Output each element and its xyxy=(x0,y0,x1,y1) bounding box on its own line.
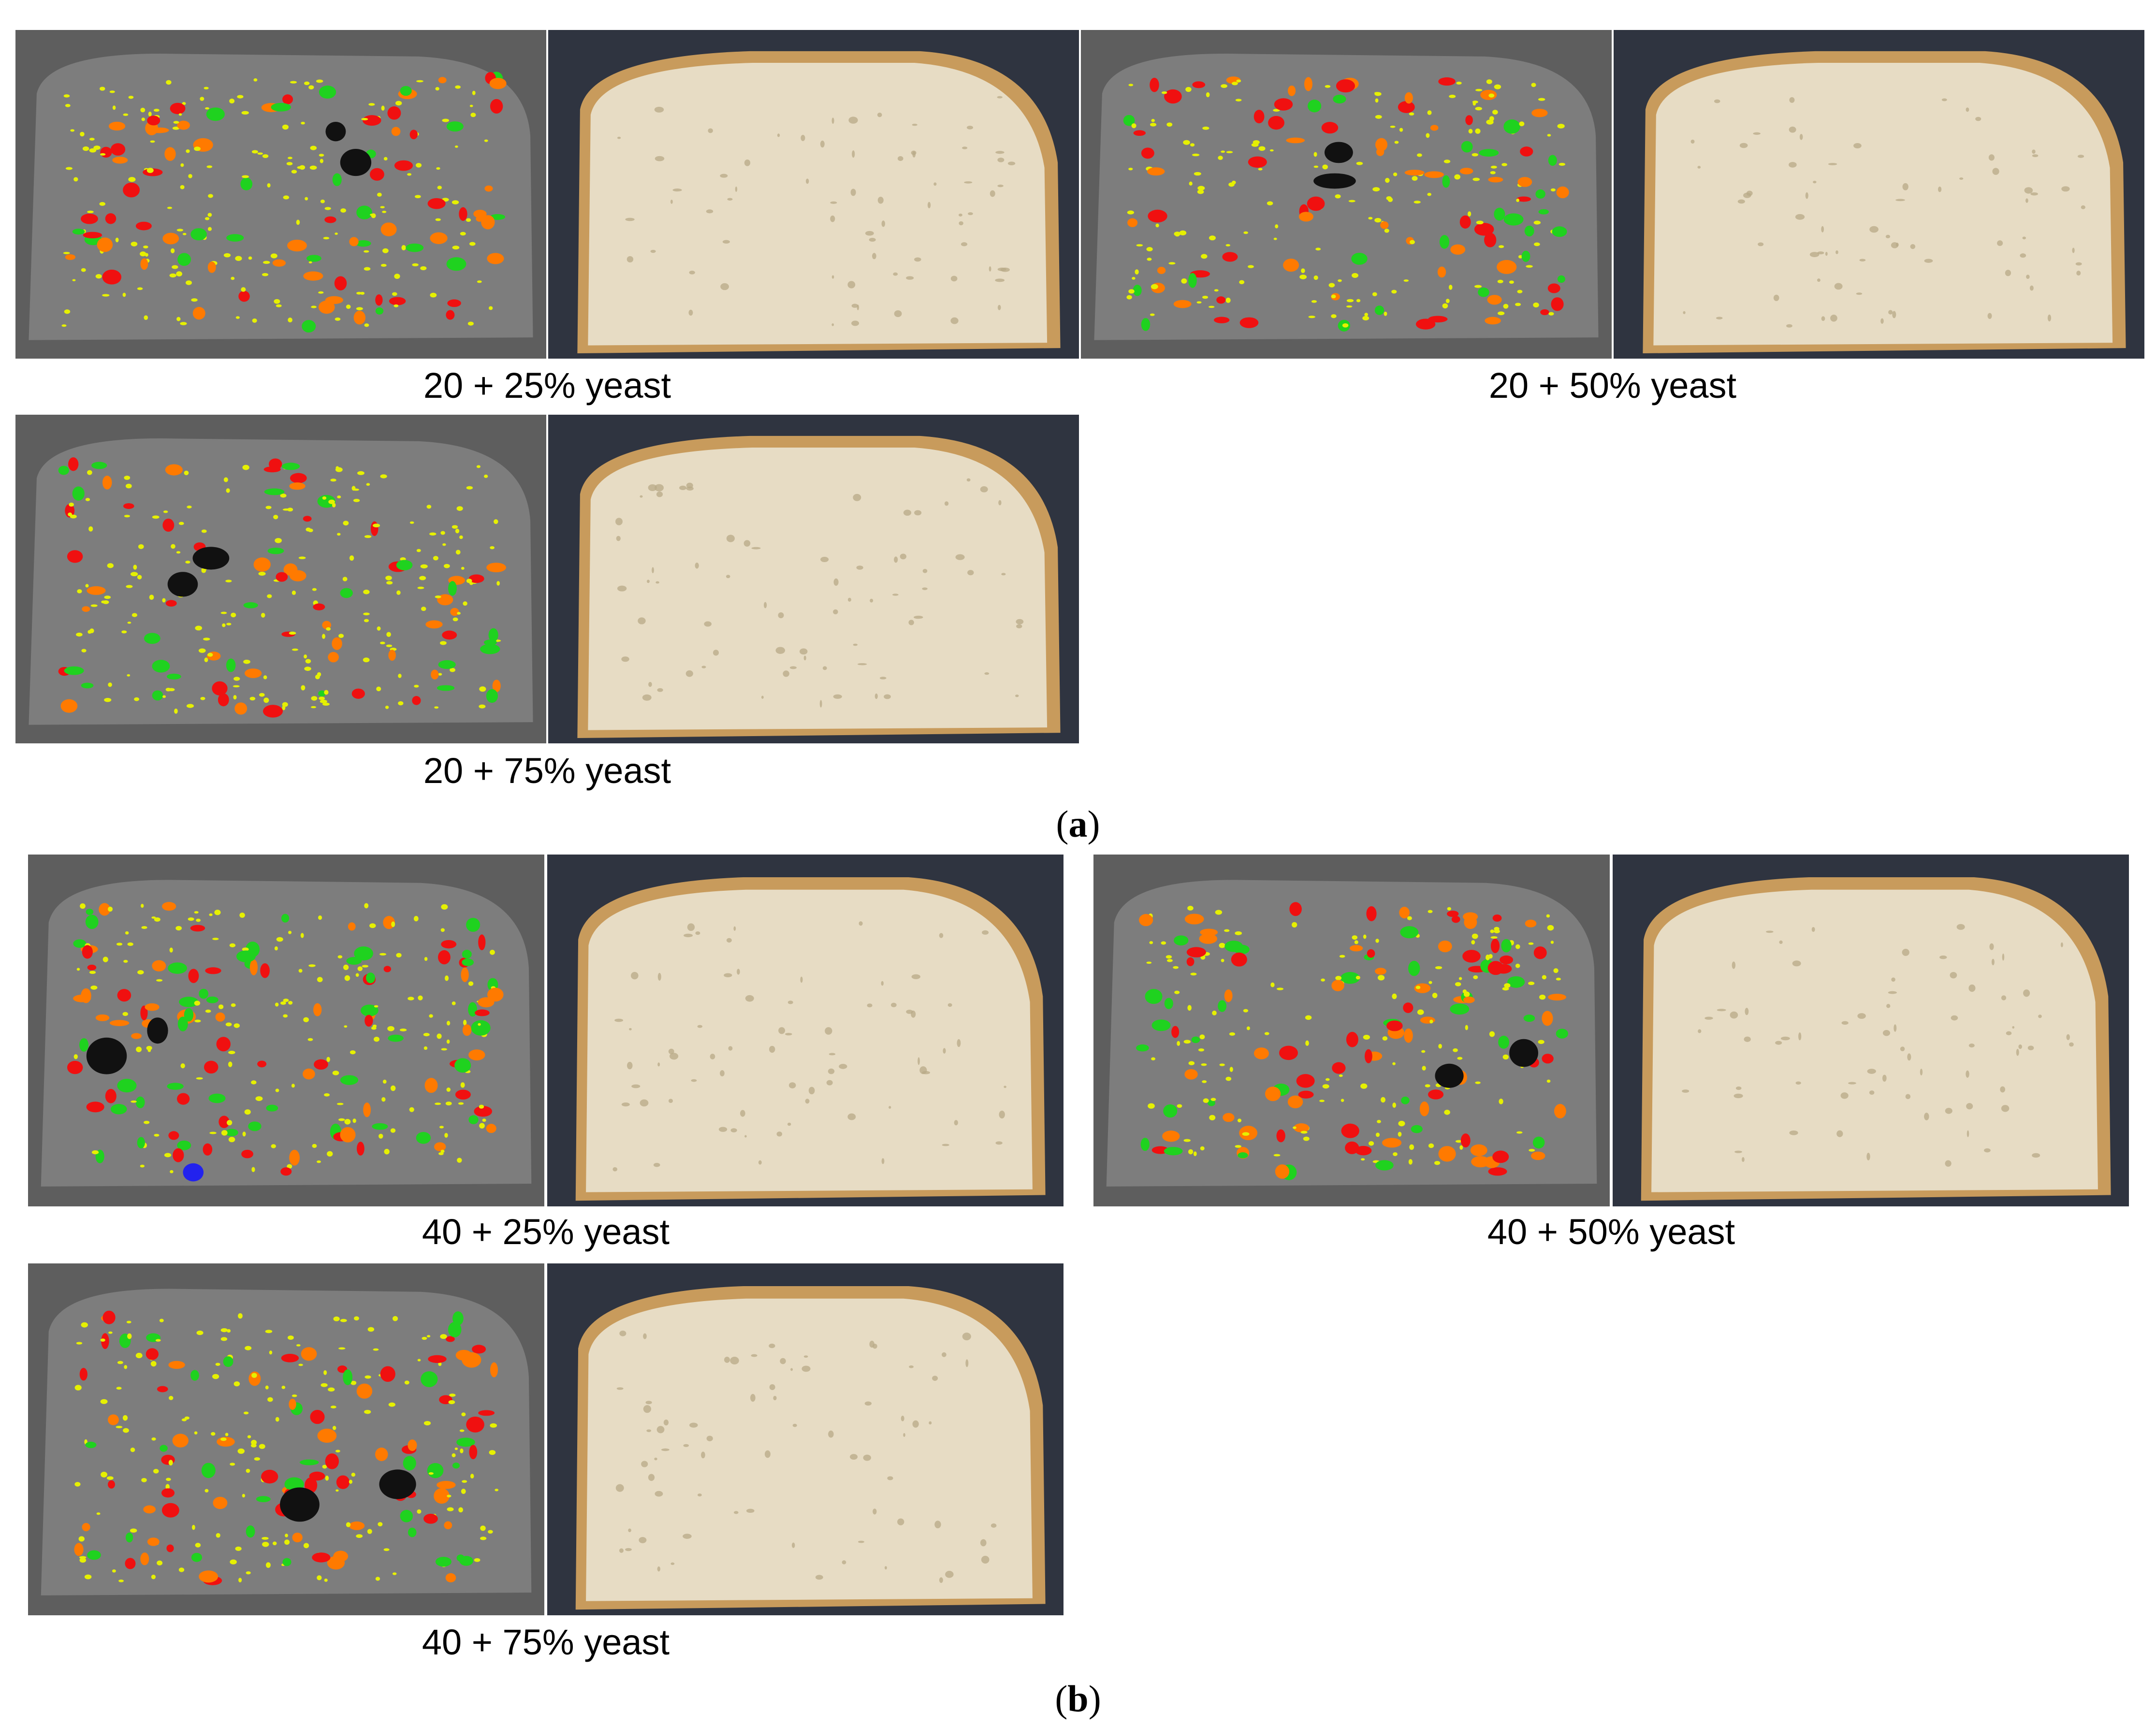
bread-photo xyxy=(547,1263,1063,1615)
panel-caption: 40 + 75% yeast xyxy=(422,1622,670,1662)
panel-caption: 20 + 25% yeast xyxy=(423,365,671,406)
panel-caption: 40 + 25% yeast xyxy=(422,1212,670,1252)
part-b-label: (b) xyxy=(1055,1678,1101,1720)
panel-caption: 40 + 50% yeast xyxy=(1487,1212,1735,1252)
bread-photo xyxy=(1613,855,2129,1206)
segmentation-image xyxy=(28,1263,544,1615)
panel-40-25 xyxy=(28,855,1063,1206)
segmentation-image xyxy=(28,855,544,1206)
bread-photo xyxy=(547,855,1063,1206)
bread-photo xyxy=(1614,30,2144,359)
part-a-label: (a) xyxy=(1056,803,1100,845)
panel-20-50 xyxy=(1081,30,2144,359)
panel-20-25 xyxy=(15,30,1079,359)
panel-caption: 20 + 75% yeast xyxy=(423,751,671,791)
segmentation-image xyxy=(15,30,546,359)
bread-photo xyxy=(548,415,1079,743)
segmentation-image xyxy=(1081,30,1612,359)
panel-40-50 xyxy=(1093,855,2129,1206)
segmentation-image xyxy=(1093,855,1610,1206)
panel-40-75 xyxy=(28,1263,1063,1615)
panel-caption: 20 + 50% yeast xyxy=(1488,365,1737,406)
bread-photo xyxy=(548,30,1079,359)
panel-20-75 xyxy=(15,415,1079,743)
segmentation-image xyxy=(15,415,546,743)
